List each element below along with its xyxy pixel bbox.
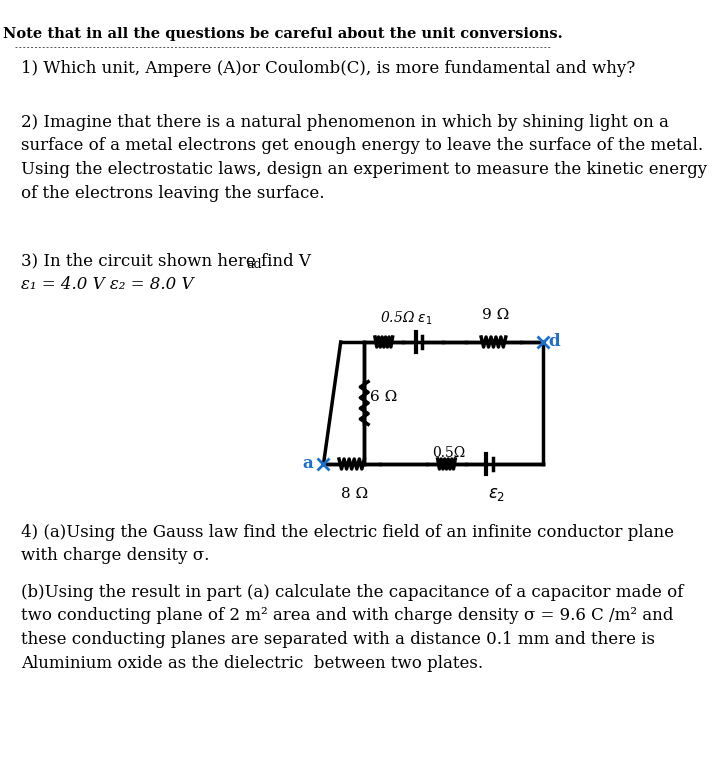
Text: 0.5Ω $\varepsilon_1$: 0.5Ω $\varepsilon_1$ xyxy=(380,310,433,327)
Text: (b)Using the result in part (a) calculate the capacitance of a capacitor made of: (b)Using the result in part (a) calculat… xyxy=(21,584,684,672)
Text: 1) Which unit, Ampere (A)or Coulomb(C), is more fundamental and why?: 1) Which unit, Ampere (A)or Coulomb(C), … xyxy=(21,60,635,77)
Text: a: a xyxy=(302,455,313,472)
Text: Note that in all the questions be careful about the unit conversions.: Note that in all the questions be carefu… xyxy=(3,27,563,41)
Text: 3) In the circuit shown here find V: 3) In the circuit shown here find V xyxy=(21,252,311,269)
Text: 6 Ω: 6 Ω xyxy=(371,390,398,404)
Text: 9 Ω: 9 Ω xyxy=(482,308,509,322)
Text: d: d xyxy=(548,333,560,350)
Text: 4) (a)Using the Gauss law find the electric field of an infinite conductor plane: 4) (a)Using the Gauss law find the elect… xyxy=(21,524,674,565)
Text: 2) Imagine that there is a natural phenomenon in which by shining light on a
sur: 2) Imagine that there is a natural pheno… xyxy=(21,114,707,202)
Text: 0.5Ω: 0.5Ω xyxy=(432,446,466,460)
Text: ad: ad xyxy=(247,258,262,271)
Text: ε₁ = 4.0 V ε₂ = 8.0 V: ε₁ = 4.0 V ε₂ = 8.0 V xyxy=(21,276,194,293)
Text: $\varepsilon_2$: $\varepsilon_2$ xyxy=(488,486,506,503)
Text: 8 Ω: 8 Ω xyxy=(341,487,368,501)
